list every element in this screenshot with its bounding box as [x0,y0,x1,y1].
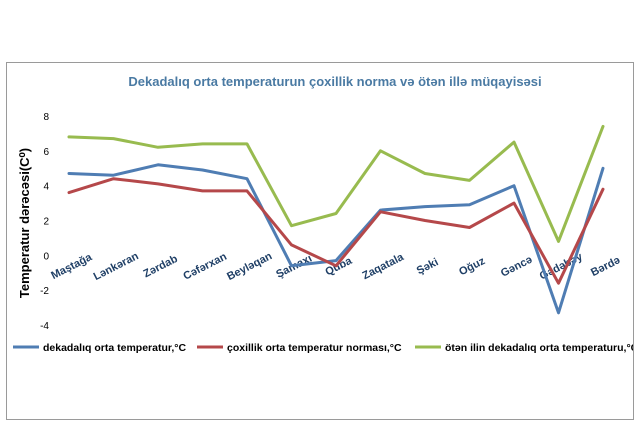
series-line-2 [67,177,605,285]
x-tick-label: Cəfərxan [181,251,229,283]
y-tick-label: 8 [43,112,49,123]
y-tick-label: 6 [43,147,49,158]
chart-frame: Dekadalıq orta temperaturun çoxillik nor… [6,62,634,420]
y-axis-ticks: -4 -2 0 2 4 6 8 [40,112,49,332]
x-tick-label: Oğuz [457,255,487,278]
x-tick-label: Zaqatala [361,251,407,282]
y-tick-label: 0 [43,251,49,262]
y-tick-label: -2 [40,286,49,297]
x-tick-label: Zərdab [142,253,180,280]
chart-svg: Dekadalıq orta temperaturun çoxillik nor… [13,74,633,354]
x-tick-label: Lənkəran [92,250,141,283]
series-lines [67,124,605,315]
legend-label-1: dekadalıq orta temperatur,°C [43,342,186,354]
chart-title: Dekadalıq orta temperaturun çoxillik nor… [128,74,541,89]
x-tick-label: Beyləqan [225,250,274,283]
x-tick-label: Bərdə [589,254,622,279]
series-line-1 [67,163,605,315]
y-tick-label: -4 [40,321,49,332]
x-tick-label: Şəki [415,256,441,277]
y-tick-label: 2 [43,217,49,228]
legend-label-3: ötən ilin dekadalıq orta temperaturu,°C [445,342,633,354]
x-tick-label: Gəncə [499,254,534,280]
x-tick-label: Maştağa [49,251,94,282]
legend: dekadalıq orta temperatur,°C çoxillik ort… [13,342,633,354]
y-axis-label: Temperatur dərəcəsi(C⁰) [17,148,32,298]
series-line-3 [67,124,605,243]
legend-label-2: çoxillik orta temperatur norması,°C [227,342,402,354]
y-tick-label: 4 [43,182,49,193]
